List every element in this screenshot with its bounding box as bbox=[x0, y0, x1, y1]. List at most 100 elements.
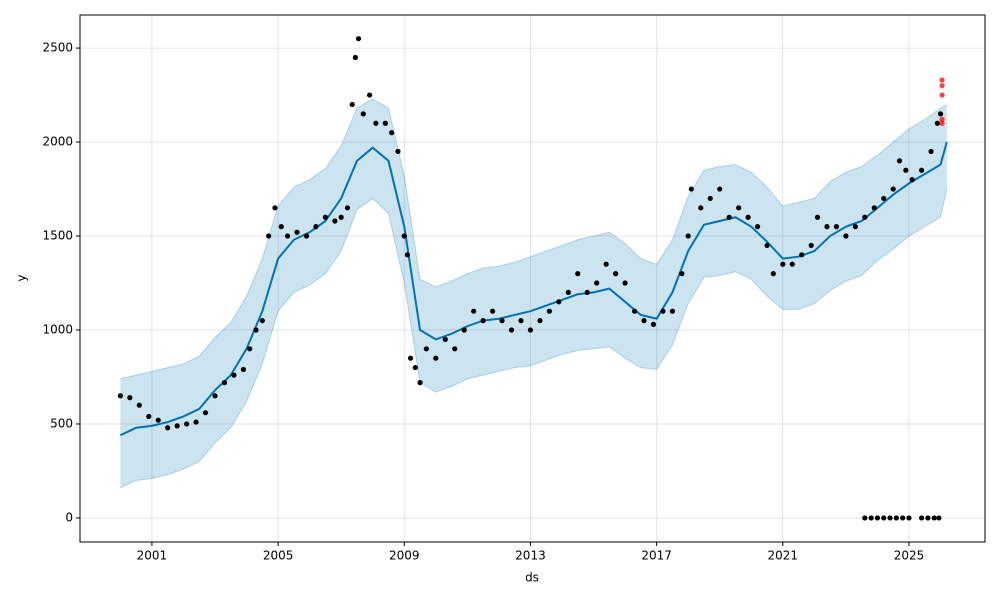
plot-frame bbox=[79, 14, 986, 543]
band-edge bbox=[120, 188, 948, 489]
x-tick-label: 2025 bbox=[894, 549, 925, 563]
observed-point bbox=[881, 195, 887, 202]
observed-point bbox=[508, 327, 515, 333]
x-tick-label: 2013 bbox=[515, 549, 546, 563]
observed-point bbox=[382, 120, 388, 126]
anomaly-point bbox=[939, 77, 945, 83]
observed-point bbox=[613, 271, 619, 277]
y-tick-label: 500 bbox=[50, 416, 73, 430]
observed-point bbox=[442, 336, 448, 342]
observed-point bbox=[452, 346, 458, 352]
observed-point bbox=[253, 327, 259, 333]
y-axis-label: y bbox=[15, 274, 29, 281]
anomaly-point bbox=[939, 92, 945, 98]
observed-point bbox=[936, 515, 942, 521]
observed-point bbox=[332, 218, 338, 224]
observed-point bbox=[461, 327, 467, 333]
observed-point bbox=[928, 148, 934, 155]
observed-point bbox=[603, 261, 609, 267]
observed-point bbox=[349, 101, 355, 108]
observed-point bbox=[174, 423, 180, 429]
observed-point bbox=[799, 252, 805, 258]
observed-point bbox=[934, 120, 940, 126]
observed-point bbox=[789, 261, 795, 267]
observed-point bbox=[688, 186, 694, 192]
observed-point bbox=[284, 233, 291, 239]
observed-point bbox=[824, 224, 830, 230]
observed-point bbox=[556, 299, 562, 305]
observed-point bbox=[631, 308, 638, 314]
observed-point bbox=[780, 261, 786, 267]
x-tick-label: 2017 bbox=[641, 549, 672, 563]
observed-point bbox=[717, 186, 723, 192]
observed-point bbox=[546, 308, 552, 314]
y-tick-label: 1000 bbox=[42, 322, 73, 336]
observed-point bbox=[881, 515, 887, 521]
observed-point bbox=[259, 317, 265, 324]
observed-point bbox=[303, 233, 310, 239]
observed-point bbox=[918, 167, 925, 173]
observed-point bbox=[401, 233, 407, 239]
observed-point bbox=[527, 327, 534, 333]
observed-point bbox=[471, 308, 477, 314]
observed-point bbox=[499, 317, 505, 324]
x-tick-label: 2021 bbox=[768, 549, 799, 563]
observed-point bbox=[871, 205, 877, 211]
observed-point bbox=[641, 317, 647, 324]
anomaly-point bbox=[939, 83, 945, 89]
observed-point bbox=[808, 242, 814, 249]
observed-point bbox=[896, 158, 903, 164]
observed-point bbox=[412, 364, 418, 371]
observed-point bbox=[887, 515, 893, 521]
observed-point bbox=[278, 224, 284, 230]
observed-point bbox=[272, 205, 278, 211]
observed-point bbox=[575, 271, 581, 277]
observed-point bbox=[417, 380, 423, 386]
observed-point bbox=[764, 242, 770, 249]
observed-point bbox=[814, 214, 821, 220]
observed-point bbox=[518, 317, 524, 324]
y-tick-label: 0 bbox=[65, 510, 73, 524]
observed-point bbox=[906, 515, 912, 521]
observed-point bbox=[231, 372, 237, 378]
observed-point bbox=[707, 195, 713, 202]
observed-point bbox=[155, 417, 161, 423]
observed-point bbox=[565, 289, 571, 296]
observed-point bbox=[679, 271, 685, 277]
observed-point bbox=[584, 289, 590, 296]
observed-point bbox=[404, 252, 411, 258]
observed-point bbox=[480, 317, 486, 324]
observed-point bbox=[360, 111, 366, 117]
observed-point bbox=[862, 214, 868, 220]
observed-point bbox=[918, 515, 925, 521]
observed-point bbox=[489, 308, 496, 314]
observed-point bbox=[937, 111, 944, 117]
observed-point bbox=[736, 205, 742, 211]
x-tick-label: 2009 bbox=[389, 549, 420, 563]
x-tick-label: 2001 bbox=[137, 549, 168, 563]
observed-point bbox=[423, 346, 429, 352]
observed-point bbox=[127, 395, 133, 401]
observed-point bbox=[852, 224, 858, 230]
observed-point bbox=[745, 214, 751, 220]
anomaly-point bbox=[939, 120, 945, 126]
observed-point bbox=[136, 402, 142, 408]
observed-point bbox=[373, 120, 379, 126]
observed-point bbox=[322, 214, 329, 220]
y-tick-label: 1500 bbox=[42, 229, 73, 243]
observed-point bbox=[352, 54, 358, 61]
observed-point bbox=[925, 515, 931, 521]
y-tick-label: 2500 bbox=[42, 41, 73, 55]
observed-point bbox=[890, 186, 896, 192]
y-tick-label: 2000 bbox=[42, 135, 73, 149]
observed-point bbox=[193, 419, 199, 425]
uncertainty-band bbox=[120, 98, 947, 488]
forecast-line bbox=[119, 141, 948, 437]
observed-point bbox=[893, 515, 899, 521]
observed-point bbox=[212, 393, 218, 399]
observed-point bbox=[294, 229, 300, 235]
observed-point bbox=[909, 177, 915, 183]
observed-point bbox=[874, 515, 881, 521]
